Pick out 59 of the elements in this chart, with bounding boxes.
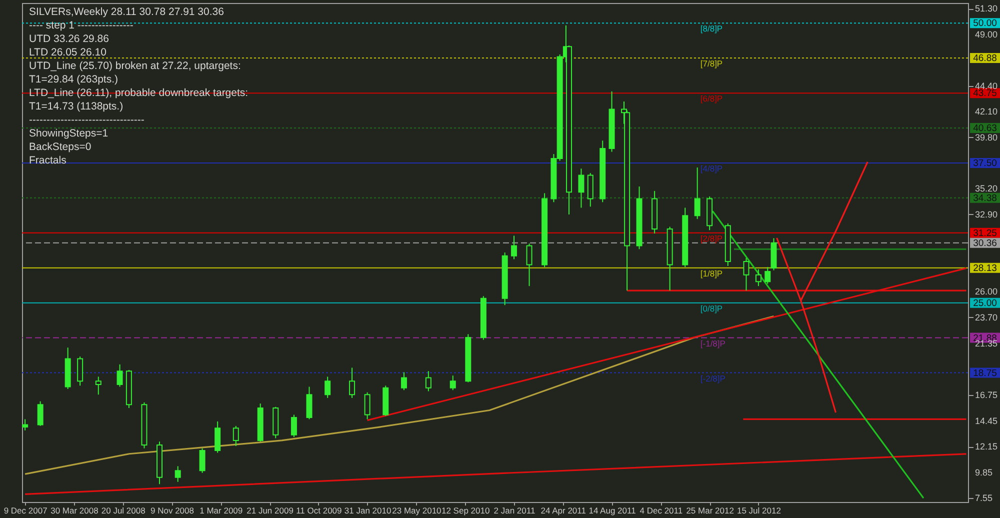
annotation: [7/8]P — [700, 58, 723, 69]
annotation: [2/8]P — [700, 233, 723, 244]
ref-line-label: 31.25 — [973, 228, 997, 239]
y-tick-label: 39.80 — [975, 132, 998, 142]
annotation: [4/8]P — [700, 163, 723, 174]
y-tick-label: 23.70 — [975, 312, 998, 322]
ref-line-label: 18.75 — [973, 368, 997, 379]
x-tick-label: 20 Jul 2008 — [101, 506, 146, 516]
x-tick-label: 24 Apr 2011 — [540, 506, 586, 516]
ref-line-label: 34.38 — [973, 192, 997, 204]
annotation: [8/8]P — [700, 24, 723, 34]
ref-line-label: 28.13 — [973, 262, 997, 274]
annotation: [-2/8]P — [700, 373, 726, 384]
x-tick-label: 31 Jan 2010 — [344, 506, 392, 516]
x-tick-label: 30 Mar 2008 — [50, 506, 99, 516]
annotation: T1=29.84 (263pts.) — [29, 74, 118, 86]
annotation: [0/8]P — [700, 303, 723, 314]
x-tick-label: 23 May 2010 — [392, 506, 442, 516]
annotation: LTD 26.05 26.10 — [29, 46, 107, 58]
chart-title: SILVERs,Weekly 28.11 30.78 27.91 30.36 — [29, 6, 224, 18]
x-tick-label: 12 Sep 2010 — [441, 506, 490, 516]
annotation: BackSteps=0 — [29, 141, 92, 153]
annotation: --------------------------------- — [29, 114, 145, 126]
y-tick-label: 51.30 — [975, 4, 998, 14]
annotation: UTD_Line (25.70) broken at 27.22, uptargets: — [29, 60, 241, 72]
annotation: [1/8]P — [700, 268, 723, 278]
y-tick-label: 26.00 — [975, 286, 998, 297]
annotation: [-1/8]P — [700, 338, 726, 348]
annotation: [6/8]P — [700, 94, 723, 104]
x-tick-label: 2 Jan 2011 — [494, 506, 536, 516]
ref-line-label: 37.50 — [973, 158, 997, 169]
y-tick-label: 49.00 — [975, 29, 998, 40]
y-tick-label: 12.15 — [975, 442, 998, 452]
annotation: ShowingSteps=1 — [29, 128, 108, 140]
y-tick-label: 14.45 — [975, 416, 998, 426]
annotation: T1=14.73 (1138pts.) — [29, 100, 124, 112]
x-tick-label: 1 Mar 2009 — [200, 506, 243, 516]
ref-line-label: 40.63 — [973, 122, 997, 134]
ref-line-label: 50.00 — [973, 18, 997, 30]
y-tick-label: 32.90 — [975, 209, 998, 220]
x-tick-label: 25 Mar 2012 — [686, 506, 734, 516]
y-tick-label: 42.10 — [975, 106, 998, 117]
x-tick-label: 9 Dec 2007 — [4, 506, 48, 516]
ref-line-label: 25.00 — [973, 298, 997, 309]
x-tick-label: 15 Jul 2012 — [736, 506, 782, 516]
x-tick-label: 4 Dec 2011 — [640, 506, 683, 516]
ref-line-label: 46.88 — [973, 53, 997, 64]
x-tick-label: 9 Nov 2008 — [150, 506, 194, 516]
ref-line-label: 43.75 — [973, 88, 997, 100]
x-tick-label: 21 Jun 2009 — [246, 506, 294, 516]
annotation: ---- step 1 ---------------- — [29, 20, 134, 32]
y-tick-label: 16.75 — [975, 390, 998, 400]
y-tick-label: 7.55 — [975, 493, 993, 504]
y-tick-label: 35.20 — [975, 184, 998, 194]
ref-line-label: 30.36 — [973, 238, 997, 249]
y-tick-label: 9.85 — [975, 467, 993, 478]
x-tick-label: 14 Aug 2011 — [588, 506, 636, 516]
x-tick-label: 11 Oct 2009 — [296, 506, 342, 516]
annotation: UTD 33.26 29.86 — [29, 33, 110, 45]
